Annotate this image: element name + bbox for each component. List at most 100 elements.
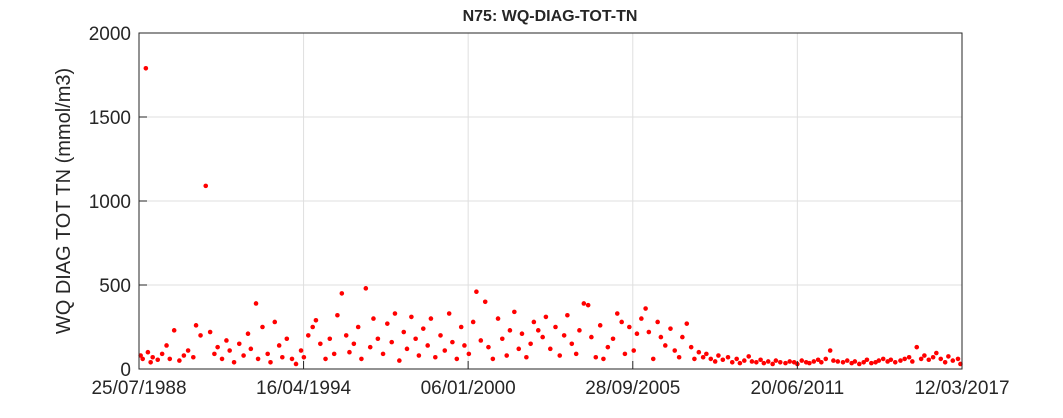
labels: 0 500 1000 1500 2000 25/07/1988 16/04/1994 06/0… (89, 24, 1010, 399)
point (737, 360, 743, 366)
y-axis-label: WQ DIAG TOT TN (mmol/m3) (53, 68, 75, 334)
point (902, 356, 908, 362)
chart-title: N75: WQ-DIAG-TOT-TN (463, 8, 638, 25)
point (684, 321, 690, 326)
points (138, 65, 963, 367)
point (140, 356, 145, 362)
point (557, 353, 563, 358)
point (543, 314, 549, 320)
point (614, 311, 620, 316)
point (404, 346, 410, 352)
point (458, 324, 464, 330)
point (433, 354, 438, 360)
point (934, 350, 939, 356)
point (236, 341, 242, 347)
point (420, 326, 426, 331)
point (198, 333, 203, 338)
point (145, 349, 151, 355)
point (253, 301, 259, 306)
x-tick-label: 12/03/2017 (914, 378, 1009, 399)
point (310, 324, 315, 330)
point (856, 361, 862, 367)
point (148, 359, 153, 365)
point (495, 316, 501, 321)
point (918, 356, 924, 362)
point (553, 324, 558, 330)
point (138, 353, 143, 358)
point (835, 359, 841, 364)
point (450, 339, 455, 345)
point (499, 336, 505, 342)
point (569, 341, 575, 347)
point (385, 321, 390, 326)
point (241, 353, 246, 358)
point (454, 356, 460, 362)
point (516, 346, 522, 352)
point (573, 351, 579, 357)
y-tick-label: 2000 (89, 24, 131, 45)
point (219, 356, 225, 362)
point (181, 353, 187, 358)
point (720, 357, 726, 363)
point (425, 343, 430, 348)
point (577, 328, 582, 333)
point (938, 356, 944, 362)
x-tick-label: 20/06/2011 (751, 378, 845, 399)
point (704, 351, 709, 357)
point (265, 351, 270, 357)
point (593, 354, 599, 360)
point (643, 306, 648, 311)
point (507, 328, 513, 333)
point (754, 359, 759, 365)
point (597, 323, 603, 328)
point (827, 348, 833, 353)
point (318, 341, 323, 347)
point (622, 351, 628, 357)
point (339, 291, 345, 296)
point (585, 302, 591, 308)
point (462, 343, 467, 348)
point (401, 329, 407, 335)
point (565, 312, 570, 318)
point (185, 348, 191, 353)
point (605, 344, 611, 350)
point (442, 348, 448, 353)
point (298, 348, 304, 353)
point (700, 354, 706, 360)
point (955, 356, 961, 362)
point (280, 354, 285, 360)
point (876, 358, 882, 363)
point (371, 316, 376, 321)
point (323, 356, 328, 362)
point (906, 354, 912, 360)
point (581, 301, 587, 306)
point (662, 343, 668, 348)
point (313, 317, 319, 323)
point (746, 354, 752, 359)
point (646, 329, 652, 335)
point (305, 333, 311, 338)
point (470, 319, 476, 325)
point (193, 323, 199, 328)
point (466, 351, 472, 357)
point (758, 357, 763, 363)
point (650, 356, 656, 362)
point (268, 359, 273, 365)
point (729, 359, 735, 365)
point (852, 359, 858, 364)
point (765, 359, 771, 364)
point (212, 351, 217, 357)
y-tick-label: 500 (99, 276, 131, 297)
point (922, 353, 927, 358)
point (942, 359, 948, 365)
point (831, 358, 836, 363)
point (359, 356, 364, 362)
point (634, 331, 640, 337)
point (639, 316, 644, 321)
point (601, 356, 606, 362)
point (255, 356, 261, 362)
point (409, 314, 414, 320)
point (413, 336, 418, 342)
point (807, 360, 812, 366)
